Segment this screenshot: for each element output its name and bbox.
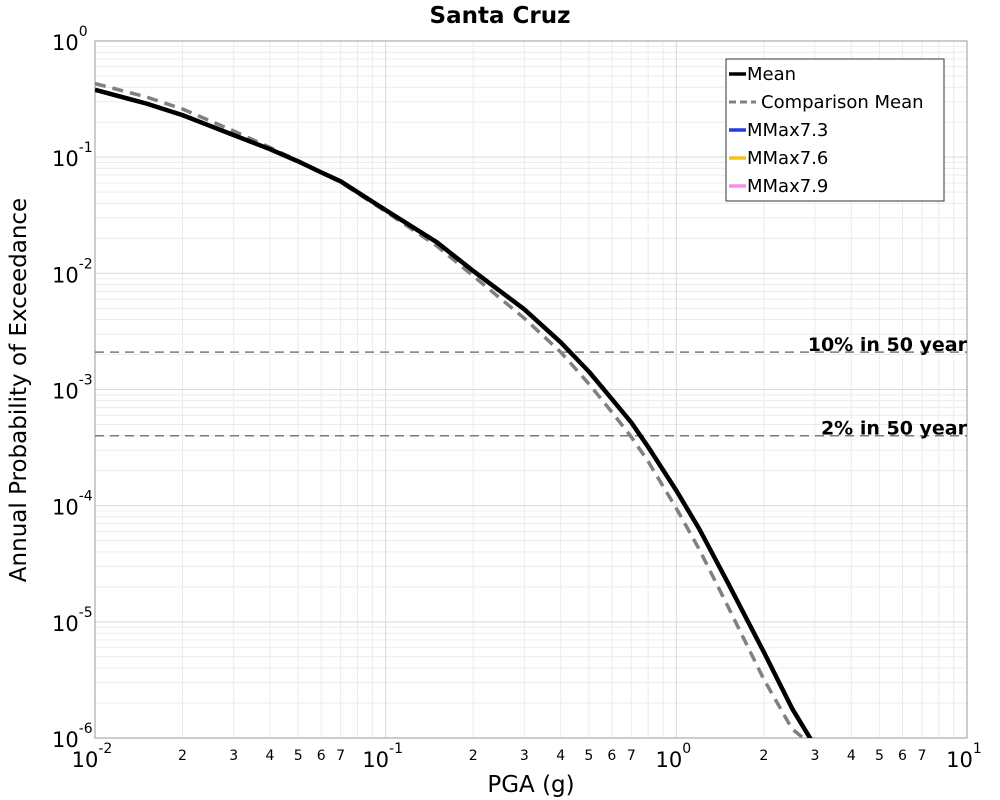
x-tick-exponent: -1 [389,741,403,757]
mean-line [95,87,813,738]
legend-entry: MMax7.6 [747,148,828,169]
x-minor-tick-label: 7 [918,748,927,764]
x-minor-tick-label: 7 [627,748,636,764]
x-major-tick-label: 10-1 [362,741,403,772]
y-tick-exponent: -3 [79,373,93,389]
y-tick-exponent: -2 [79,256,93,272]
y-tick-base: 10 [52,263,79,287]
x-tick-exponent: 1 [973,741,982,757]
x-major-tick-label: 100 [656,741,692,772]
y-tick-exponent: -1 [79,140,93,156]
x-minor-tick-label: 2 [759,748,768,764]
y-axis-label: Annual Probability of Exceedance [6,198,32,582]
y-major-tick-label: 10-1 [52,140,93,171]
y-tick-exponent: -4 [79,489,93,505]
x-minor-tick-label: 7 [336,748,345,764]
legend-box [725,58,945,202]
x-minor-tick-label: 5 [584,748,593,764]
x-minor-tick-label: 2 [469,748,478,764]
comparison-mean-line [95,81,806,738]
legend-entry: MMax7.9 [747,176,828,197]
y-tick-base: 10 [52,612,79,636]
x-minor-tick-label: 2 [178,748,187,764]
x-tick-base: 10 [656,748,683,772]
y-tick-exponent: -5 [79,605,93,621]
x-minor-tick-label: 6 [898,748,907,764]
y-tick-base: 10 [52,728,79,752]
x-minor-tick-label: 5 [294,748,303,764]
x-minor-tick-label: 3 [229,748,238,764]
y-tick-base: 10 [52,31,79,55]
x-major-tick-label: 10-2 [72,741,113,772]
y-major-tick-label: 10-5 [52,605,93,636]
x-tick-base: 10 [72,748,99,772]
y-tick-exponent: 0 [79,24,88,40]
x-minor-tick-label: 4 [556,748,565,764]
x-major-tick-label: 101 [946,741,982,772]
reference-line-label: 2% in 50 year [821,418,968,440]
reference-lines: 10% in 50 year 2% in 50 year [95,334,968,440]
x-minor-tick-label: 5 [875,748,884,764]
x-minor-tick-label: 6 [317,748,326,764]
x-minor-tick-label: 6 [607,748,616,764]
reference-line-label: 10% in 50 year [808,334,968,356]
y-major-tick-label: 100 [52,24,88,55]
x-minor-tick-label: 3 [520,748,529,764]
x-minor-tick-label: 3 [811,748,820,764]
y-major-tick-label: 10-6 [52,721,93,752]
y-tick-base: 10 [52,380,79,404]
y-tick-exponent: -6 [79,721,93,737]
y-tick-base: 10 [52,496,79,520]
legend-entry: Comparison Mean [761,92,924,113]
y-major-tick-label: 10-2 [52,256,93,287]
legend-entry: MMax7.3 [747,120,828,141]
x-minor-tick-label: 4 [847,748,856,764]
y-major-tick-label: 10-4 [52,489,93,520]
series-layer [95,81,813,738]
x-tick-exponent: 0 [682,741,691,757]
y-major-tick-label: 10-3 [52,373,93,404]
x-tick-base: 10 [946,748,973,772]
plot-frame [94,40,968,739]
x-minor-tick-label: 4 [266,748,275,764]
y-tick-base: 10 [52,147,79,171]
x-tick-base: 10 [362,748,389,772]
legend-entry: Mean [747,64,796,85]
legend: Mean Comparison Mean MMax7.3 MMax7.6 MMax7.9 [725,58,945,202]
x-tick-exponent: -2 [98,741,112,757]
x-axis-label: PGA (g) [487,772,574,798]
chart-title: Santa Cruz [430,3,571,29]
